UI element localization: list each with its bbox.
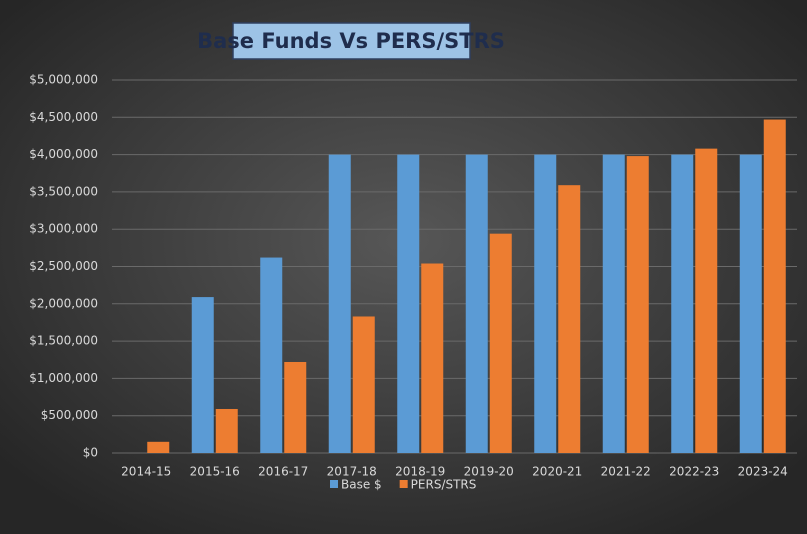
y-tick-label: $3,000,000: [29, 222, 98, 236]
bar: [763, 119, 786, 454]
y-tick-label: $1,000,000: [29, 371, 98, 385]
bar: [191, 297, 214, 453]
bar: [260, 257, 283, 453]
y-tick-label: $1,500,000: [29, 334, 98, 348]
y-tick-label: $4,000,000: [29, 147, 98, 161]
bar: [328, 154, 351, 453]
x-tick-label: 2018-19: [395, 465, 445, 479]
bar: [284, 361, 307, 453]
x-tick-label: 2014-15: [121, 465, 171, 479]
bar: [626, 156, 649, 454]
bar: [671, 154, 694, 453]
legend-label: PERS/STRS: [411, 478, 477, 492]
title-box: [232, 22, 471, 60]
x-tick-label: 2020-21: [532, 465, 582, 479]
bar: [465, 154, 488, 453]
x-tick-label: 2016-17: [258, 465, 308, 479]
x-tick-label: 2017-18: [327, 465, 377, 479]
bar: [739, 154, 762, 453]
y-tick-label: $2,000,000: [29, 296, 98, 310]
bar: [695, 148, 718, 453]
x-tick-label: 2022-23: [669, 465, 719, 479]
bar: [215, 408, 238, 453]
bar: [558, 185, 581, 453]
y-tick-label: $500,000: [41, 408, 98, 422]
bar: [421, 263, 444, 453]
legend-swatch: [330, 480, 338, 488]
chart-title: Base Funds Vs PERS/STRS: [197, 29, 505, 53]
bar: [534, 154, 557, 453]
y-tick-label: $0: [83, 446, 98, 460]
x-tick-label: 2021-22: [601, 465, 651, 479]
x-tick-label: 2019-20: [464, 465, 514, 479]
bar: [602, 154, 625, 453]
x-tick-label: 2023-24: [738, 465, 788, 479]
y-tick-label: $5,000,000: [29, 73, 98, 87]
y-tick-label: $4,500,000: [29, 110, 98, 124]
bar: [397, 154, 420, 453]
legend-swatch: [399, 480, 408, 488]
y-tick-label: $3,500,000: [29, 184, 98, 198]
x-tick-label: 2015-16: [190, 465, 240, 479]
bar: [489, 233, 512, 453]
legend-label: Base $: [341, 478, 382, 492]
y-tick-label: $2,500,000: [29, 259, 98, 273]
bar: [147, 441, 170, 453]
bar: [352, 316, 375, 453]
